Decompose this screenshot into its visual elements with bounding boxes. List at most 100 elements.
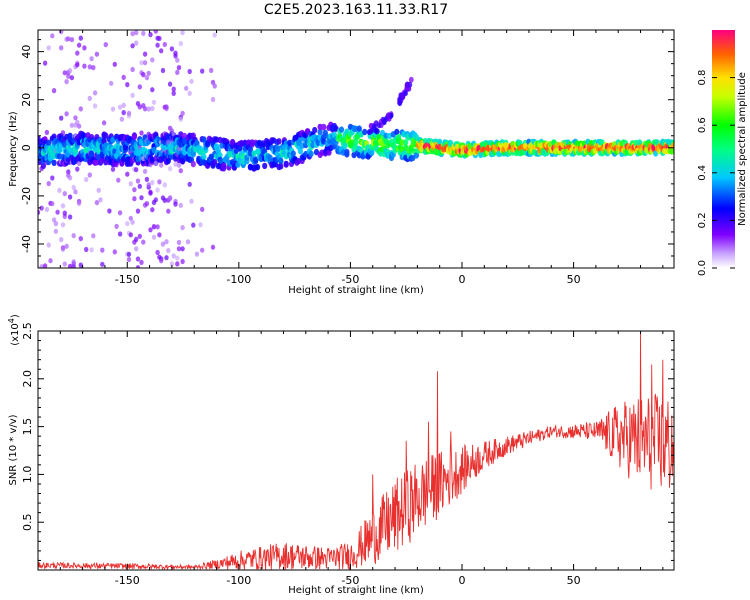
spectrogram-cell xyxy=(157,35,162,42)
spectrogram-cell xyxy=(134,246,139,252)
spectrogram-cell xyxy=(76,200,82,206)
spectrogram-cell xyxy=(84,176,89,183)
spectrogram-cell xyxy=(148,227,153,233)
spectrogram-cell xyxy=(117,104,123,110)
spectrogram-x-tick-label: 0 xyxy=(459,273,466,286)
spectrogram-cell xyxy=(180,110,185,116)
spectrogram-cell xyxy=(135,256,141,262)
spectrogram-cell xyxy=(59,45,64,51)
spectrogram-cell xyxy=(82,45,87,51)
spectrogram-cell xyxy=(209,67,214,73)
spectrogram-cell xyxy=(76,42,82,48)
spectrogram-cell xyxy=(146,106,151,112)
spectrogram-cell xyxy=(71,259,76,265)
spectrogram-cell xyxy=(112,249,118,255)
spectrogram-cell xyxy=(130,43,135,49)
spectrogram-cell xyxy=(131,133,137,141)
spectrogram-cell xyxy=(155,224,160,230)
spectrogram-cell xyxy=(110,166,116,172)
spectrogram-cell xyxy=(190,160,196,168)
spectrogram-cell xyxy=(141,155,146,162)
spectrogram-cell xyxy=(160,67,166,74)
spectrogram-cell xyxy=(362,128,368,136)
spectrogram-cell xyxy=(178,202,183,208)
spectrogram-cell xyxy=(262,162,268,170)
spectrogram-cell xyxy=(278,163,284,170)
spectrogram-cell xyxy=(91,233,96,239)
spectrogram-cell xyxy=(159,162,164,168)
spectrogram-cell xyxy=(212,158,218,166)
spectrogram-cell xyxy=(89,151,95,158)
spectrogram-cell xyxy=(73,115,78,121)
spectrogram-cell xyxy=(89,247,94,253)
spectrogram-cell xyxy=(146,70,151,76)
spectrogram-cell xyxy=(116,177,121,183)
spectrogram-cell xyxy=(175,261,180,267)
spectrogram-cell xyxy=(130,92,135,98)
spectrogram-cell xyxy=(137,183,142,189)
spectrogram-cell xyxy=(141,72,146,78)
spectrogram-cell xyxy=(67,68,73,74)
spectrogram-cell xyxy=(132,196,137,202)
spectrogram-cell xyxy=(212,32,217,38)
spectrogram-cell xyxy=(185,239,191,245)
spectrogram-x-ticks: -150 -100 -50 0 50 xyxy=(37,30,664,286)
spectrogram-cell xyxy=(344,148,350,156)
snr-y-scale-close: ) xyxy=(10,314,21,318)
spectrogram-cell xyxy=(175,69,180,75)
spectrogram-cell xyxy=(117,210,123,216)
spectrogram-cell xyxy=(67,214,73,220)
spectrogram-cell xyxy=(342,142,348,149)
spectrogram-cell xyxy=(253,157,259,164)
spectrogram-cell xyxy=(75,50,80,56)
spectrogram-cell xyxy=(176,162,182,168)
spectrogram-cell xyxy=(78,35,84,41)
colorbar: 0.0 0.2 0.4 0.6 0.8 Normalized spectral ampl… xyxy=(697,30,748,276)
spectrogram-cell xyxy=(60,203,66,209)
spectrogram-cell xyxy=(376,122,382,129)
spectrogram-cell xyxy=(386,112,391,119)
spectrogram-cell xyxy=(180,246,185,252)
spectrogram-y-ticks: -40 -20 0 20 40 xyxy=(20,39,674,269)
spectrogram-cell xyxy=(78,236,84,242)
spectrogram-cell xyxy=(87,172,93,178)
spectrogram-cell xyxy=(87,95,93,101)
spectrogram-cell xyxy=(92,90,98,96)
snr-y-tick-label: 1.5 xyxy=(21,418,34,436)
spectrogram-cell xyxy=(308,150,314,157)
spectrogram-cell xyxy=(155,249,160,256)
spectrogram-cell xyxy=(153,30,158,34)
spectrogram-cell xyxy=(71,184,76,191)
spectrogram-cell xyxy=(408,76,414,83)
spectrogram-cell xyxy=(39,205,44,211)
spectrogram-cell xyxy=(139,259,144,265)
spectrogram-cells xyxy=(38,30,674,268)
spectrogram-cell xyxy=(48,258,53,264)
spectrogram-cell xyxy=(69,37,75,43)
spectrogram-cell xyxy=(62,70,67,76)
spectrogram-cell xyxy=(38,209,41,215)
spectrogram-cell xyxy=(189,198,194,204)
spectrogram-cell xyxy=(173,53,178,59)
spectrogram-cell xyxy=(130,66,135,73)
spectrogram-cell xyxy=(128,232,133,238)
spectrogram-cell xyxy=(142,60,148,66)
spectrogram-cell xyxy=(180,30,185,36)
spectrogram-cell xyxy=(413,152,420,159)
spectrogram-cell xyxy=(132,187,137,193)
spectrogram-cell xyxy=(94,51,100,57)
spectrogram-cell xyxy=(148,189,153,195)
spectrogram-cell xyxy=(125,221,130,227)
spectrogram-cell xyxy=(130,219,135,225)
spectrogram-cell xyxy=(125,171,130,177)
spectrogram-cell xyxy=(190,151,196,158)
snr-frame xyxy=(37,330,675,571)
spectrogram-y-label: Frequency (Hz) xyxy=(8,111,19,187)
spectrogram-cell xyxy=(130,31,135,37)
spectrogram-cell xyxy=(166,208,171,214)
spectrogram-cell xyxy=(394,128,400,136)
spectrogram-cell xyxy=(142,51,148,57)
snr-x-label: Height of straight line (km) xyxy=(288,585,424,596)
spectrogram-cell xyxy=(162,182,167,188)
